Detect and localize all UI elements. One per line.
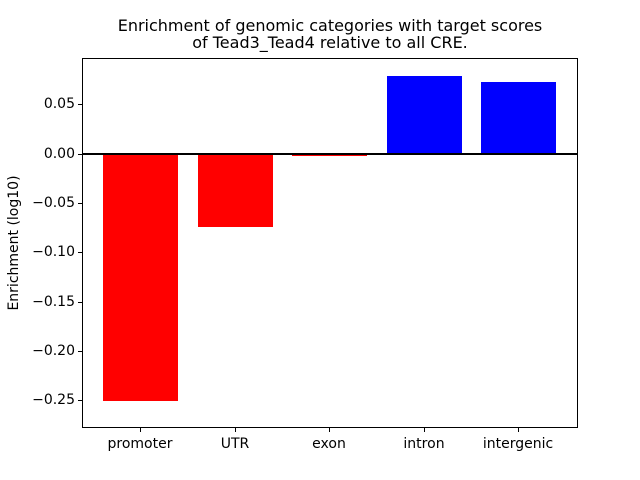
x-tick-mark: [329, 428, 330, 432]
x-tick-label-intergenic: intergenic: [482, 436, 554, 452]
chart-title: Enrichment of genomic categories with ta…: [117, 16, 543, 52]
zero-axis-line: [83, 152, 577, 155]
plot-area: 0.05 0.00 −0.05 −0.10 −0.15 −0.20 −0.25 promote…: [32, 58, 578, 452]
x-tick-mark: [424, 428, 425, 432]
x-tick-label-intron: intron: [403, 436, 445, 452]
y-tick-label: −0.10: [32, 244, 75, 260]
y-tick-label: 0.05: [43, 96, 75, 112]
bar-intron: [386, 75, 462, 154]
bar-promoter: [102, 153, 178, 402]
y-tick-label: −0.20: [32, 343, 75, 359]
y-tick-mark: [78, 351, 82, 352]
x-tick-label-UTR: UTR: [220, 436, 250, 452]
y-tick-label: −0.25: [32, 392, 75, 408]
y-tick-mark: [78, 104, 82, 105]
y-tick-label: −0.05: [32, 195, 75, 211]
y-tick-mark: [78, 203, 82, 204]
bar-UTR: [197, 153, 273, 227]
x-tick-mark: [235, 428, 236, 432]
x-tick-mark: [140, 428, 141, 432]
y-tick-mark: [78, 302, 82, 303]
y-tick-label: −0.15: [32, 294, 75, 310]
y-tick-label: 0.00: [43, 146, 75, 162]
bar-intergenic: [480, 81, 556, 154]
y-tick-mark: [78, 400, 82, 401]
y-tick-mark: [78, 154, 82, 155]
y-tick-mark: [78, 252, 82, 253]
x-tick-label-promoter: promoter: [107, 436, 173, 452]
x-tick-mark: [518, 428, 519, 432]
y-axis-label: Enrichment (log10): [6, 175, 22, 311]
x-tick-label-exon: exon: [312, 436, 346, 452]
